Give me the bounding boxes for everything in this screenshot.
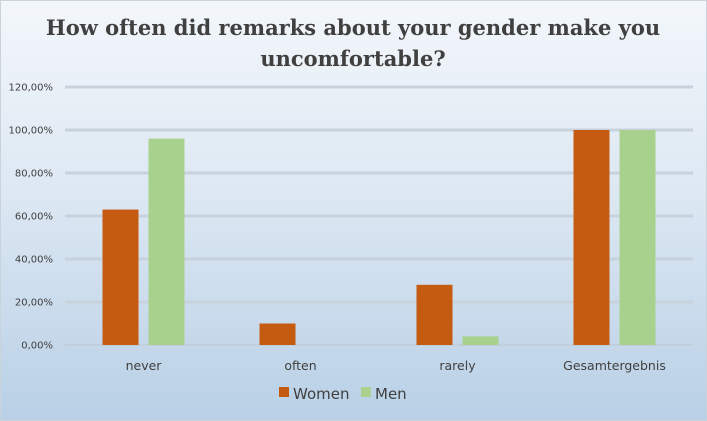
bar-women-gesamtergebnis: [573, 130, 610, 345]
legend-label-men: Men: [375, 385, 407, 403]
x-category-label: rarely: [439, 358, 476, 373]
y-tick-label: 40,00%: [15, 255, 53, 266]
y-tick-label: 100,00%: [9, 126, 54, 137]
x-category-label: never: [126, 358, 163, 373]
y-tick-label: 20,00%: [15, 298, 53, 309]
legend: Women Men: [279, 385, 407, 403]
legend-swatch-men: [361, 387, 371, 397]
y-tick-label: 0,00%: [21, 341, 53, 352]
y-tick-label: 60,00%: [15, 212, 53, 223]
chart-title-line-2: uncomfortable?: [260, 46, 445, 71]
y-tick-label: 120,00%: [9, 83, 54, 94]
bar-men-never: [148, 138, 185, 345]
x-axis-categories: never often rarely Gesamtergebnis: [126, 358, 666, 373]
bars: [102, 130, 656, 345]
y-tick-label: 80,00%: [15, 169, 53, 180]
bar-women-never: [102, 209, 139, 345]
chart-title-line-1: How often did remarks about your gender …: [46, 15, 660, 40]
bar-men-gesamtergebnis: [619, 130, 656, 345]
bar-women-rarely: [416, 284, 453, 345]
x-category-label: Gesamtergebnis: [563, 358, 666, 373]
bar-men-rarely: [462, 336, 499, 345]
x-category-label: often: [284, 358, 316, 373]
legend-label-women: Women: [293, 385, 349, 403]
bar-women-often: [259, 323, 296, 345]
legend-swatch-women: [279, 387, 289, 397]
y-axis-ticks: 0,00% 20,00% 40,00% 60,00% 80,00% 100,00% 120,…: [9, 83, 54, 352]
